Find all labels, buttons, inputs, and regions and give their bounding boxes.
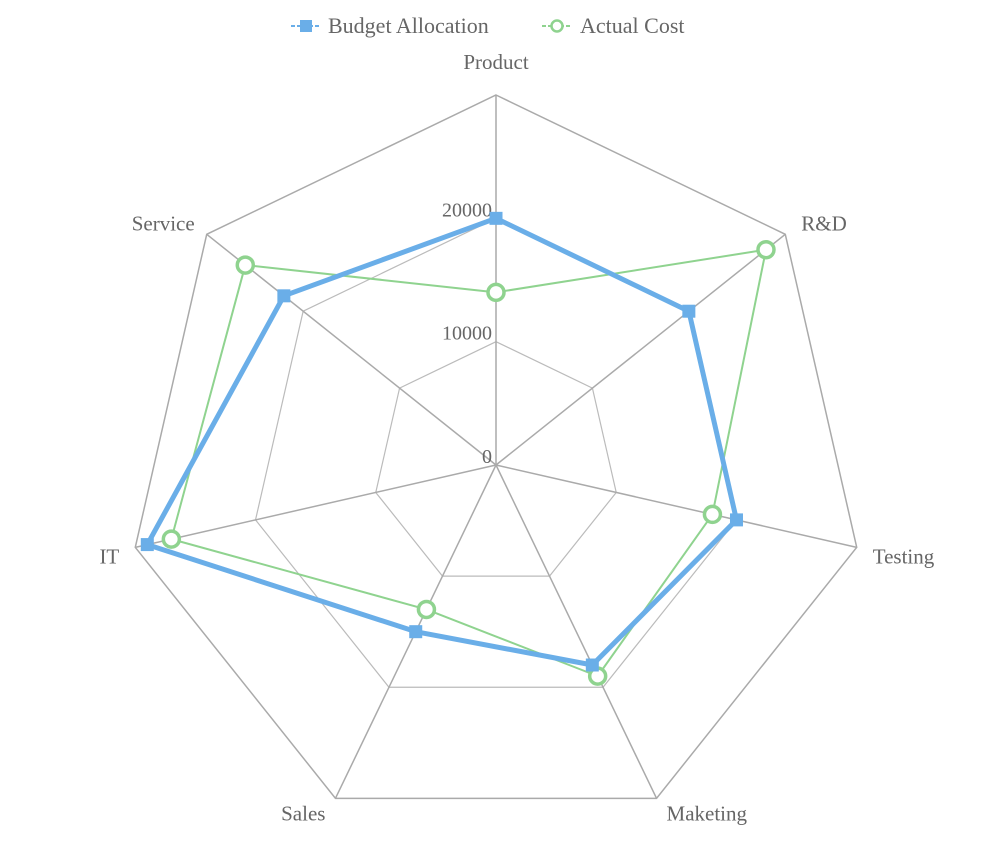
data-point-circle[interactable]	[702, 504, 723, 525]
indicator-label: Service	[132, 211, 195, 235]
radial-tick-label: 10000	[442, 323, 492, 345]
indicator-label: Sales	[281, 801, 325, 825]
series-line	[170, 248, 767, 678]
data-point-square[interactable]	[277, 289, 291, 303]
data-point-circle[interactable]	[416, 599, 437, 620]
series-layer	[140, 211, 776, 686]
radial-tick-label: 0	[482, 446, 492, 468]
data-point-square[interactable]	[682, 304, 696, 318]
legend-label-actual: Actual Cost	[580, 13, 685, 38]
grid-ring-3	[134, 94, 858, 800]
legend-square-marker	[300, 20, 312, 32]
grid-ring-1	[375, 341, 617, 577]
indicator-label: IT	[99, 544, 119, 568]
indicator-label: Testing	[873, 544, 935, 568]
radar-grid	[134, 94, 858, 800]
indicator-label: R&D	[801, 211, 847, 235]
radial-tick-labels: 0 10000 20000	[442, 199, 492, 468]
grid-spoke	[495, 233, 786, 466]
indicator-labels: Product R&D Testing Maketing Sales IT Service	[99, 50, 934, 825]
data-point-square[interactable]	[729, 513, 743, 527]
legend-label-budget: Budget Allocation	[328, 13, 489, 38]
grid-spoke	[495, 464, 658, 799]
legend-item-actual[interactable]: Actual Cost	[542, 13, 685, 38]
grid-spoke	[135, 464, 497, 549]
indicator-label: Maketing	[667, 801, 748, 825]
legend: Budget Allocation Actual Cost	[291, 13, 685, 38]
data-point-square[interactable]	[140, 538, 154, 552]
grid-spoke	[206, 233, 497, 466]
legend-circle-marker	[550, 19, 564, 33]
data-point-square[interactable]	[585, 658, 599, 672]
series-budget-allocation	[140, 211, 743, 672]
indicator-label: Product	[463, 50, 528, 74]
data-point-circle[interactable]	[235, 255, 256, 275]
grid-spoke	[495, 464, 857, 549]
legend-item-budget[interactable]: Budget Allocation	[291, 13, 489, 38]
data-point-circle[interactable]	[486, 282, 506, 303]
data-point-circle[interactable]	[161, 529, 182, 549]
series-line	[144, 215, 739, 668]
data-point-square[interactable]	[489, 211, 503, 225]
data-point-circle[interactable]	[756, 239, 776, 260]
radial-tick-label: 20000	[442, 199, 492, 221]
data-point-square[interactable]	[409, 625, 423, 639]
